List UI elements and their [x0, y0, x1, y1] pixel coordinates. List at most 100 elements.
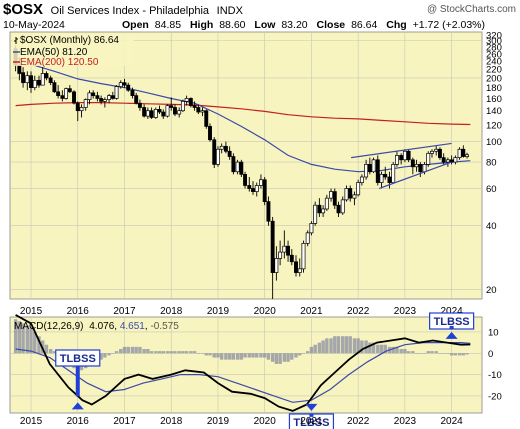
x-tick-label: 2015 — [20, 416, 43, 427]
candle — [402, 149, 407, 163]
candle — [410, 157, 415, 175]
histogram-bar — [353, 338, 356, 353]
histogram-bar — [29, 328, 32, 354]
candle — [254, 182, 259, 197]
index-name: Oil Services Index - Philadelphia — [51, 5, 210, 17]
candle-body — [72, 91, 76, 104]
macd-x-axis: 2015 2016 2017 2018 2019 2020 2021 2022 2023 2024 — [20, 416, 463, 427]
x-tick-label: 2016 — [67, 416, 90, 427]
candle — [437, 147, 442, 160]
candle-body — [340, 199, 345, 214]
candle-body — [64, 88, 69, 99]
histogram-bar — [275, 353, 278, 364]
candle-body — [321, 208, 326, 214]
candle-body — [449, 159, 454, 163]
histogram-bar — [99, 353, 102, 359]
x-tick-label: 2020 — [254, 416, 277, 427]
histogram-bar — [201, 353, 204, 354]
candle-body — [122, 82, 127, 86]
candle — [282, 230, 287, 259]
candle — [64, 87, 69, 100]
histogram-bar — [177, 351, 180, 353]
histogram-bar — [372, 343, 375, 354]
histogram-bar — [333, 336, 336, 353]
candle-body — [114, 86, 119, 99]
price-tick-label: 280 — [486, 43, 502, 54]
price-tick-label: 300 — [486, 36, 502, 47]
candle-body — [95, 95, 100, 99]
histogram-bar — [170, 351, 173, 353]
candle — [449, 155, 454, 165]
histogram-bar — [345, 336, 348, 353]
histogram-bar — [26, 326, 29, 354]
histogram-bar — [438, 353, 441, 354]
candle — [165, 104, 170, 118]
candle-body — [87, 92, 92, 100]
histogram-bar — [325, 338, 328, 353]
candle-body — [394, 155, 399, 165]
exchange: INDX — [217, 5, 244, 17]
candle — [130, 87, 135, 99]
candle — [145, 107, 150, 119]
candle — [184, 95, 189, 106]
histogram-bar — [313, 345, 316, 354]
candle-body — [313, 204, 318, 224]
price-tick-label: 160 — [486, 94, 502, 105]
candle — [340, 196, 345, 215]
histogram-bar — [49, 349, 52, 353]
candle — [95, 91, 100, 102]
candle-body — [145, 110, 150, 117]
histogram-bar — [216, 353, 219, 357]
candle — [48, 75, 53, 86]
candle-body — [402, 150, 407, 161]
candle — [352, 191, 357, 206]
macd-tick-label: -20 — [488, 391, 502, 402]
tlbss-annotation: TLBSS — [429, 312, 475, 339]
candle — [79, 104, 84, 118]
candle — [114, 85, 119, 100]
histogram-bar — [395, 347, 398, 353]
candle-body — [239, 161, 244, 175]
histogram-bar — [107, 353, 110, 355]
histogram-bar — [462, 353, 465, 355]
candle — [157, 105, 162, 115]
candle-body — [52, 82, 57, 93]
candle-body — [243, 173, 248, 186]
candle-body — [177, 110, 182, 115]
candle — [243, 171, 248, 189]
candle — [137, 99, 142, 111]
macd-annotations: TLBSS TLBSS TLBSS — [55, 312, 475, 429]
x-tick-label: 2021 — [300, 306, 323, 317]
candle — [75, 101, 80, 122]
histogram-bar — [181, 351, 184, 353]
histogram-bar — [411, 351, 414, 353]
candle — [301, 240, 306, 273]
candle — [122, 78, 127, 88]
histogram-bar — [162, 351, 165, 353]
histogram-bar — [103, 353, 106, 357]
histogram-bar — [407, 351, 410, 353]
histogram-bar — [465, 353, 468, 354]
x-tick-label: 2020 — [254, 306, 277, 317]
candle — [239, 159, 244, 177]
candle — [110, 91, 115, 100]
candle-body — [149, 110, 154, 118]
candle — [223, 141, 228, 154]
candle-body — [348, 188, 353, 199]
candle-body — [422, 164, 427, 173]
tlbss-arrow-head — [445, 331, 458, 339]
histogram-bar — [403, 349, 406, 353]
ema50-line — [15, 56, 471, 173]
candle — [348, 185, 353, 202]
candle — [356, 179, 361, 197]
histogram-bar — [228, 353, 231, 359]
chg-label: Chg — [386, 19, 406, 31]
candle-body — [418, 164, 423, 173]
tlbss-annotation: TLBSS — [288, 403, 335, 429]
histogram-bar — [337, 336, 340, 353]
histogram-bar — [458, 353, 461, 355]
histogram-bar — [248, 353, 251, 357]
candle — [274, 246, 279, 281]
candle-body — [371, 159, 376, 173]
